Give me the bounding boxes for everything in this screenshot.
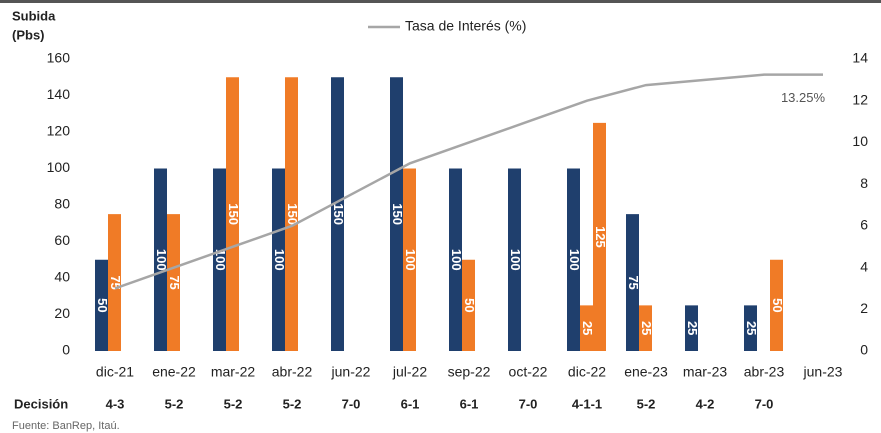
line: [114, 73, 823, 290]
y-tick-label: 100: [47, 159, 71, 175]
bar: [226, 77, 239, 351]
bar: [567, 168, 580, 351]
x-tick-label: sep-22: [448, 364, 491, 380]
decision: 7-0: [342, 396, 361, 411]
decision: 7-0: [755, 396, 774, 411]
x-tick-label: abr-23: [744, 364, 785, 380]
bar: [508, 168, 521, 351]
x-tick-label: abr-22: [272, 364, 313, 380]
bar: [285, 77, 298, 351]
bar: [462, 259, 475, 351]
x-tick-label: oct-22: [509, 364, 548, 380]
value-label: 100: [508, 249, 523, 271]
value-label: 150: [331, 203, 346, 225]
bar: [167, 214, 180, 351]
bar: [390, 77, 403, 351]
bar: [626, 214, 639, 351]
bar: [403, 168, 416, 351]
y2-tick-label: 14: [852, 50, 868, 66]
y2-tick-label: 8: [860, 175, 868, 191]
decision-label: Decisión: [14, 396, 68, 411]
x-tick-label: ene-22: [152, 364, 196, 380]
bar: [95, 259, 108, 351]
bar: [744, 305, 757, 351]
y-label: Subida: [12, 8, 56, 23]
annotation: 13.25%: [781, 90, 826, 105]
bar: [685, 305, 698, 351]
y-tick-label: 0: [62, 342, 70, 358]
y-label: (Pbs): [12, 27, 45, 42]
value-label: 25: [685, 321, 700, 335]
y2-tick-label: 12: [852, 91, 868, 107]
y-tick-label: 160: [47, 50, 71, 66]
decision: 5-2: [165, 396, 184, 411]
bar: [213, 168, 226, 351]
top-border: [0, 0, 881, 3]
value-label: 100: [213, 249, 228, 271]
bar: [108, 214, 121, 351]
value-label: 25: [639, 321, 654, 335]
value-label: 50: [462, 298, 477, 312]
value-label: 125: [593, 226, 608, 248]
value-label: 150: [226, 203, 241, 225]
x-tick-label: ene-23: [624, 364, 668, 380]
decision: 5-2: [637, 396, 656, 411]
bar: [593, 122, 606, 351]
decision: 5-2: [224, 396, 243, 411]
value-label: 75: [626, 275, 641, 289]
x-tick-label: dic-22: [568, 364, 606, 380]
value-label: 100: [272, 249, 287, 271]
value-label: 50: [95, 298, 110, 312]
bar: [639, 305, 652, 351]
x-tick-label: mar-22: [211, 364, 256, 380]
y-tick-label: 40: [54, 269, 70, 285]
value-label: 100: [154, 249, 169, 271]
legend-label: Tasa de Interés (%): [405, 18, 526, 34]
bar: [449, 168, 462, 351]
y2-tick-label: 0: [860, 342, 868, 358]
decision: 6-1: [401, 396, 420, 411]
decision: 7-0: [519, 396, 538, 411]
value-label: 50: [770, 298, 785, 312]
x-tick-label: jun-23: [803, 364, 843, 380]
y-tick-label: 20: [54, 305, 70, 321]
y-tick-label: 120: [47, 123, 71, 139]
decision: 4-2: [696, 396, 715, 411]
y2-tick-label: 6: [860, 217, 868, 233]
x-tick-label: mar-23: [683, 364, 728, 380]
bar: [770, 259, 783, 351]
decision: 6-1: [460, 396, 479, 411]
y-tick-label: 140: [47, 86, 71, 102]
value-label: 25: [580, 321, 595, 335]
y2-tick-label: 10: [852, 133, 868, 149]
bar: [331, 77, 344, 351]
source: Fuente: BanRep, Itaú.: [12, 420, 120, 432]
value-label: 100: [403, 249, 418, 271]
y2-tick-label: 2: [860, 300, 868, 316]
x-tick-label: dic-21: [96, 364, 134, 380]
value-label: 100: [449, 249, 464, 271]
y-tick-label: 60: [54, 232, 70, 248]
y2-tick-label: 4: [860, 258, 868, 274]
value-label: 150: [285, 203, 300, 225]
decision: 5-2: [283, 396, 302, 411]
bar: [154, 168, 167, 351]
bar: [272, 168, 285, 351]
value-label: 25: [744, 321, 759, 335]
x-tick-label: jul-22: [392, 364, 427, 380]
value-label: 100: [567, 249, 582, 271]
bar: [580, 305, 593, 351]
value-label: 75: [167, 275, 182, 289]
decision: 4-3: [106, 396, 125, 411]
y-tick-label: 80: [54, 196, 70, 212]
x-tick-label: jun-22: [331, 364, 371, 380]
decision: 4-1-1: [572, 396, 602, 411]
value-label: 150: [390, 203, 405, 225]
